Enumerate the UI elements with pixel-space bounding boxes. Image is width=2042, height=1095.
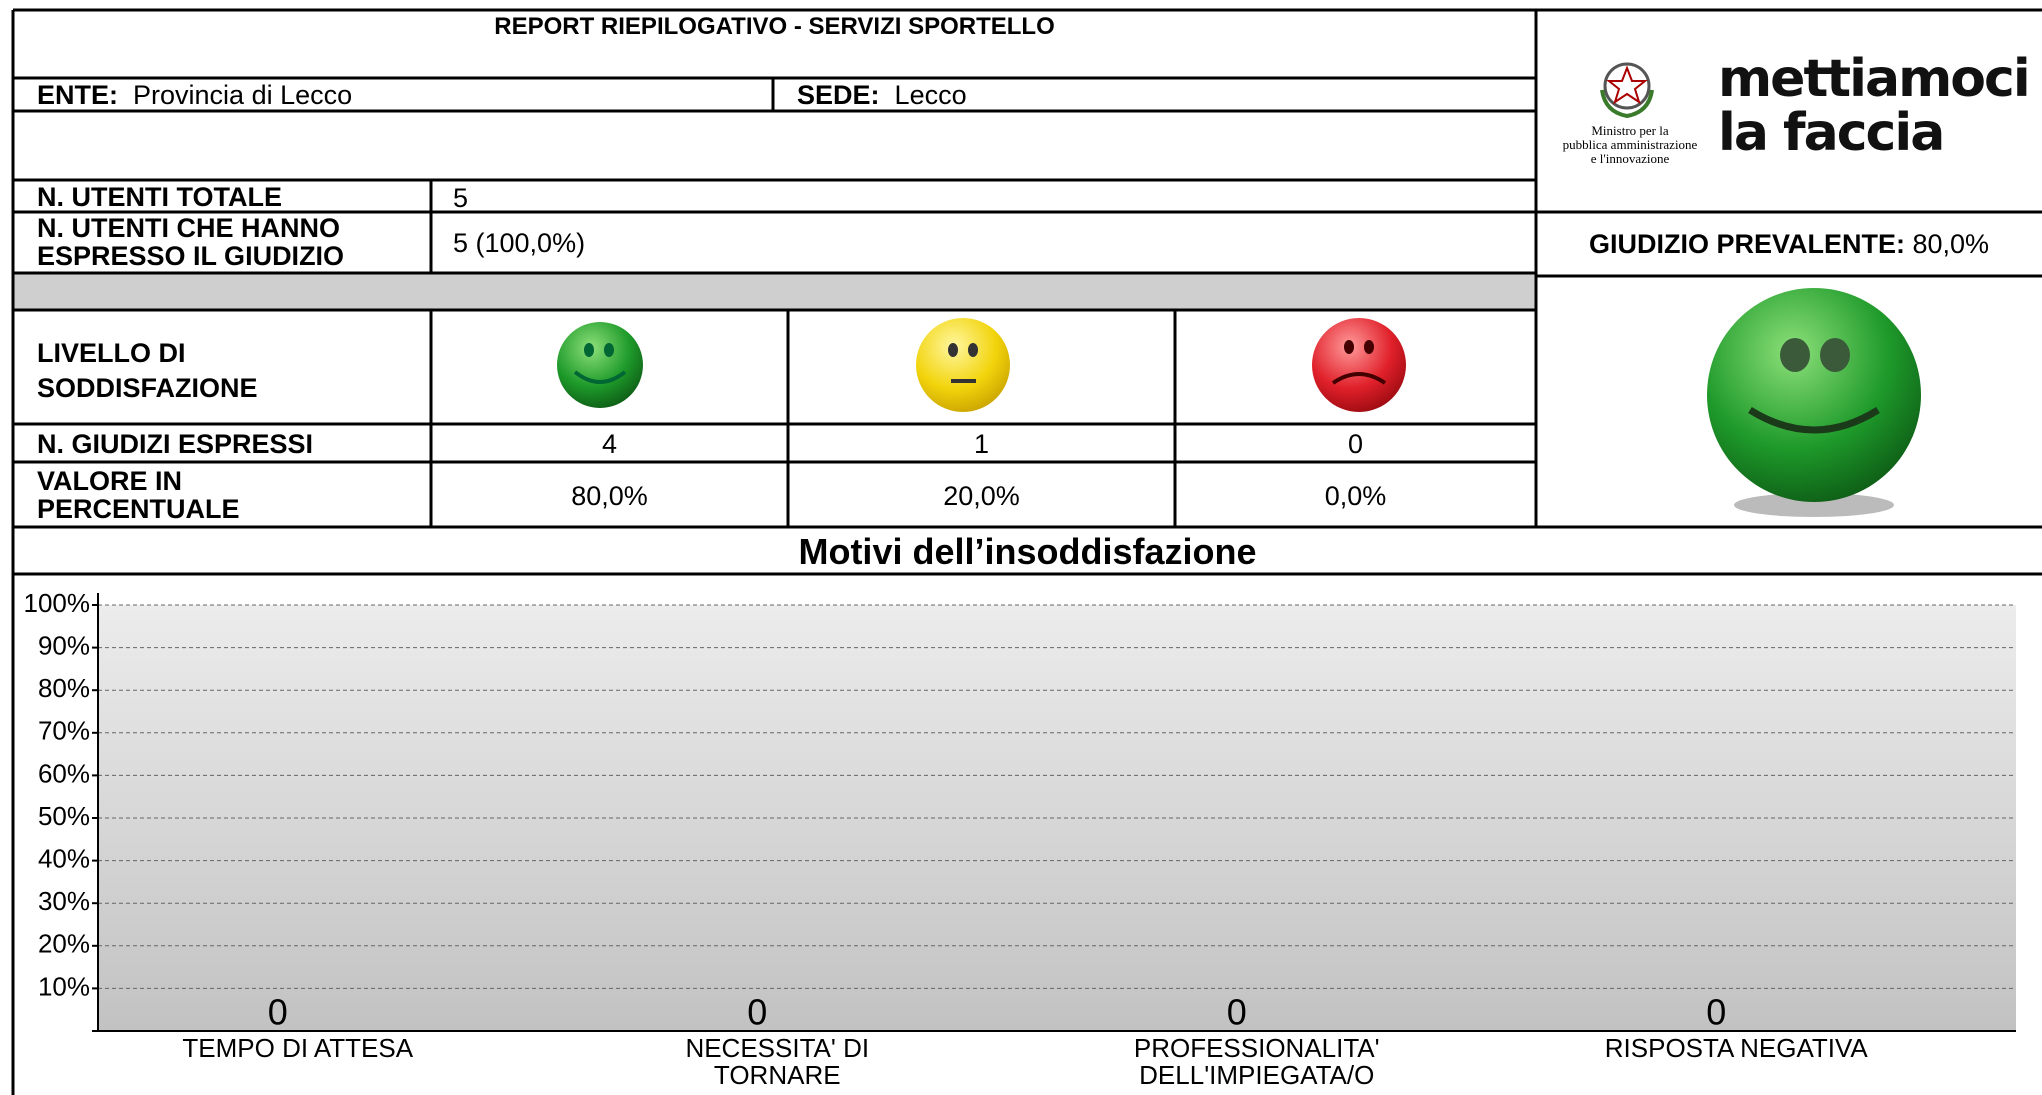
y-tick-label: 60%	[38, 758, 90, 788]
data-label: 0	[1227, 992, 1247, 1033]
data-label: 0	[747, 992, 767, 1033]
y-tick-label: 90%	[38, 630, 90, 660]
count-value: 0	[1175, 429, 1536, 460]
y-tick-label: 30%	[38, 886, 90, 916]
y-tick-label: 100%	[24, 588, 91, 618]
x-tick-label: TEMPO DI ATTESA	[148, 1035, 448, 1062]
level-label: LIVELLO DI SODDISFAZIONE	[37, 336, 317, 406]
y-tick-label: 10%	[38, 971, 90, 1001]
y-tick-label: 70%	[38, 716, 90, 746]
data-label: 0	[268, 992, 288, 1033]
total-value: 5	[453, 183, 468, 214]
count-label: N. GIUDIZI ESPRESSI	[37, 429, 313, 460]
total-label: N. UTENTI TOTALE	[37, 182, 282, 213]
page: 10% 20% 30% 40% 50% 60% 70% 80% 90% 100% 0 0 0 0 REPO…	[0, 0, 2042, 1095]
percent-value: 80,0%	[431, 481, 788, 512]
prevalent-label: GIUDIZIO PREVALENTE:	[1589, 229, 1905, 259]
percent-label: VALORE IN PERCENTUALE	[37, 467, 317, 523]
prevalent-value: 80,0%	[1912, 229, 1989, 259]
x-tick-label: PROFESSIONALITA' DELL'IMPIEGATA/O	[1107, 1035, 1407, 1089]
sede-label: SEDE:	[797, 80, 880, 110]
y-tick-label: 20%	[38, 929, 90, 959]
x-tick-label: RISPOSTA NEGATIVA	[1586, 1035, 1886, 1062]
ministry-line: e l'innovazione	[1540, 152, 1720, 166]
brand-line: la faccia	[1718, 106, 2029, 160]
chart-title: Motivi dell’insoddisfazione	[13, 531, 2042, 573]
report-title: REPORT RIEPILOGATIVO - SERVIZI SPORTELLO	[13, 13, 1536, 41]
ministry-line: pubblica amministrazione	[1540, 138, 1720, 152]
ministry-line: Ministro per la	[1540, 124, 1720, 138]
percent-value: 0,0%	[1175, 481, 1536, 512]
ente-label: ENTE:	[37, 80, 118, 110]
brand-line: mettiamoci	[1718, 52, 2029, 106]
x-tick-label: NECESSITA' DI TORNARE	[627, 1035, 927, 1089]
y-tick-label: 50%	[38, 801, 90, 831]
ministry-text: Ministro per la pubblica amministrazione…	[1540, 124, 1720, 166]
expressed-value: 5 (100,0%)	[453, 228, 585, 259]
data-label: 0	[1706, 992, 1726, 1033]
count-value: 4	[431, 429, 788, 460]
ente-value: Provincia di Lecco	[133, 80, 352, 110]
y-tick-label: 40%	[38, 843, 90, 873]
y-tick-label: 80%	[38, 673, 90, 703]
sede-value: Lecco	[895, 80, 967, 110]
count-value: 1	[788, 429, 1175, 460]
expressed-label: N. UTENTI CHE HANNO ESPRESSO IL GIUDIZIO	[37, 214, 407, 270]
percent-value: 20,0%	[788, 481, 1175, 512]
brand-logo: mettiamoci la faccia	[1718, 52, 2029, 160]
